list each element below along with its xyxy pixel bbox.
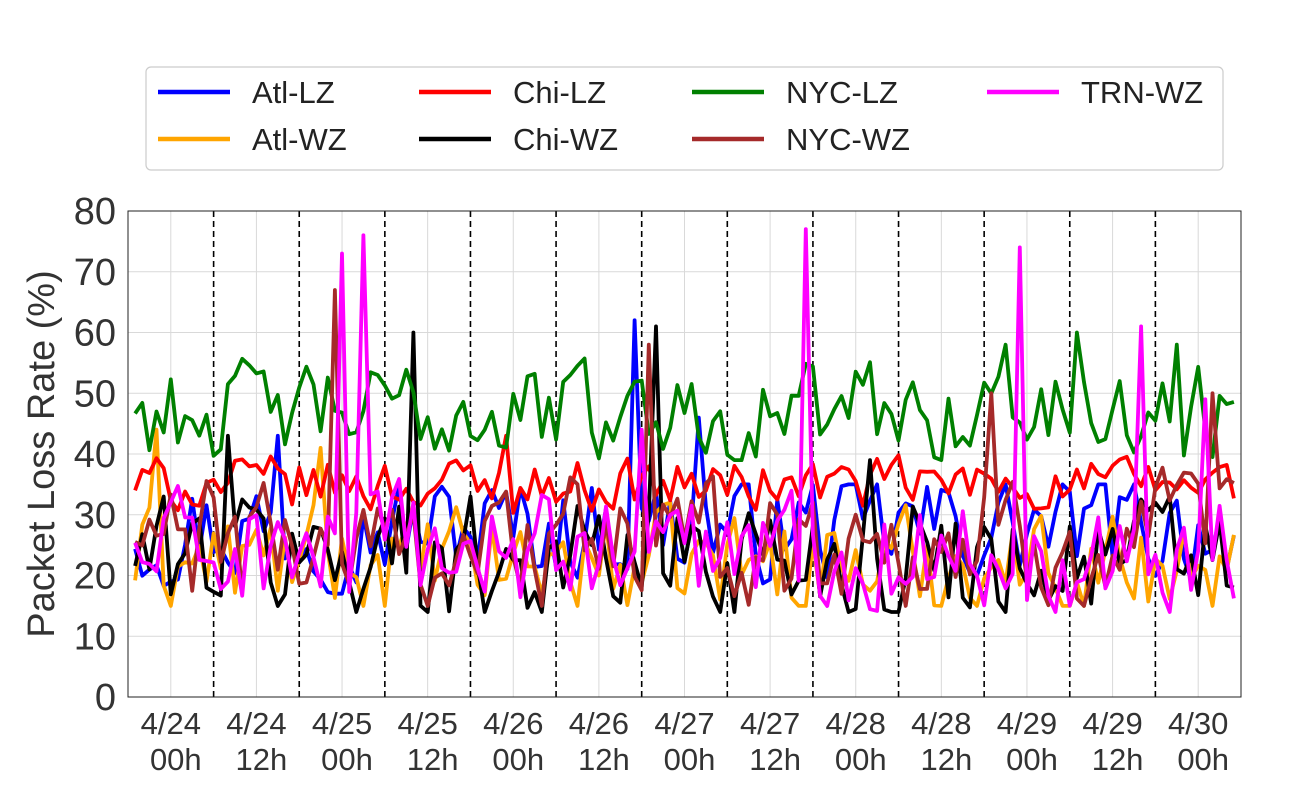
x-tick-hour: 00h [492,742,544,777]
plot-frame [127,210,1242,698]
legend-item: NYC-WZ [692,122,910,157]
x-tick-date: 4/26 [483,706,543,741]
x-tick-label: 4/24 00h [141,706,202,777]
x-tick-hour: 00h [321,742,373,777]
legend-label: Chi-WZ [513,122,618,157]
legend-label: TRN-WZ [1081,75,1203,110]
x-tick-label: 4/24 12h [226,706,287,777]
x-tick-date: 4/24 [141,706,201,741]
x-tick-date: 4/29 [1082,706,1142,741]
x-tick-date: 4/25 [397,706,457,741]
legend-label: Chi-LZ [513,75,606,110]
series-line-nyc-lz [133,330,1235,462]
legend-item: Chi-WZ [419,122,618,157]
x-tick-date: 4/27 [654,706,714,741]
grid [128,210,1241,698]
x-tick-label: 4/25 00h [312,706,373,777]
legend-box [145,66,1224,171]
y-tick-label: 0 [95,677,116,719]
x-tick-hour: 00h [664,742,716,777]
series-line-trn-wz [133,227,1236,614]
x-tick-hour: 00h [150,742,202,777]
x-tick-date: 4/27 [740,706,800,741]
legend-label: NYC-WZ [786,122,910,157]
series-lines [133,227,1236,614]
y-tick-label: 10 [74,616,116,658]
legend-item: Atl-WZ [158,122,347,157]
series-line-chi-lz [133,433,1236,515]
y-tick-label: 40 [74,434,116,476]
y-tick-label: 20 [74,556,116,598]
legend-label: NYC-LZ [786,75,898,110]
y-tick-label: 50 [74,373,116,415]
x-tick-date: 4/26 [569,706,629,741]
legend-label: Atl-WZ [252,122,347,157]
legend-item: TRN-WZ [987,75,1203,110]
legend-label: Atl-LZ [252,75,335,110]
x-tick-label: 4/30 00h [1168,706,1229,777]
y-tick-label: 30 [74,495,116,537]
x-tick-date: 4/25 [312,706,372,741]
x-tick-date: 4/29 [997,706,1057,741]
x-tick-date: 4/28 [826,706,886,741]
x-tick-hour: 12h [236,742,288,777]
legend-item: Chi-LZ [419,75,606,110]
y-tick-label: 70 [74,252,116,294]
legend-item: NYC-LZ [692,75,898,110]
x-tick-hour: 12h [407,742,459,777]
x-tick-hour: 12h [578,742,630,777]
x-tick-date: 4/24 [226,706,286,741]
x-tick-label: 4/29 12h [1082,706,1143,777]
x-tick-label: 4/27 00h [654,706,715,777]
x-tick-label: 4/26 00h [483,706,544,777]
x-tick-label: 4/29 00h [997,706,1058,777]
y-tick-label: 60 [74,313,116,355]
x-tick-hour: 12h [920,742,972,777]
legend-item: Atl-LZ [158,75,335,110]
x-tick-hour: 00h [1006,742,1058,777]
x-tick-label: 4/27 12h [740,706,801,777]
y-axis-label: Packet Loss Rate (%) [21,270,63,637]
y-tick-label: 80 [74,191,116,233]
x-tick-label: 4/25 12h [397,706,458,777]
legend: Atl-LZ Atl-WZ Chi-LZ Chi-WZ NYC-LZ NYC-WZ TRN-… [145,66,1224,171]
y-tick-labels: 0 10 20 30 40 50 60 70 80 [74,191,116,719]
x-tick-hour: 00h [835,742,887,777]
x-tick-hour: 00h [1177,742,1229,777]
series-line-atl-wz [133,427,1236,608]
x-tick-label: 4/28 12h [911,706,972,777]
x-tick-label: 4/26 12h [569,706,630,777]
x-tick-date: 4/30 [1168,706,1228,741]
x-tick-date: 4/28 [911,706,971,741]
x-tick-hour: 12h [749,742,801,777]
x-tick-label: 4/28 00h [826,706,887,777]
x-tick-hour: 12h [1092,742,1144,777]
